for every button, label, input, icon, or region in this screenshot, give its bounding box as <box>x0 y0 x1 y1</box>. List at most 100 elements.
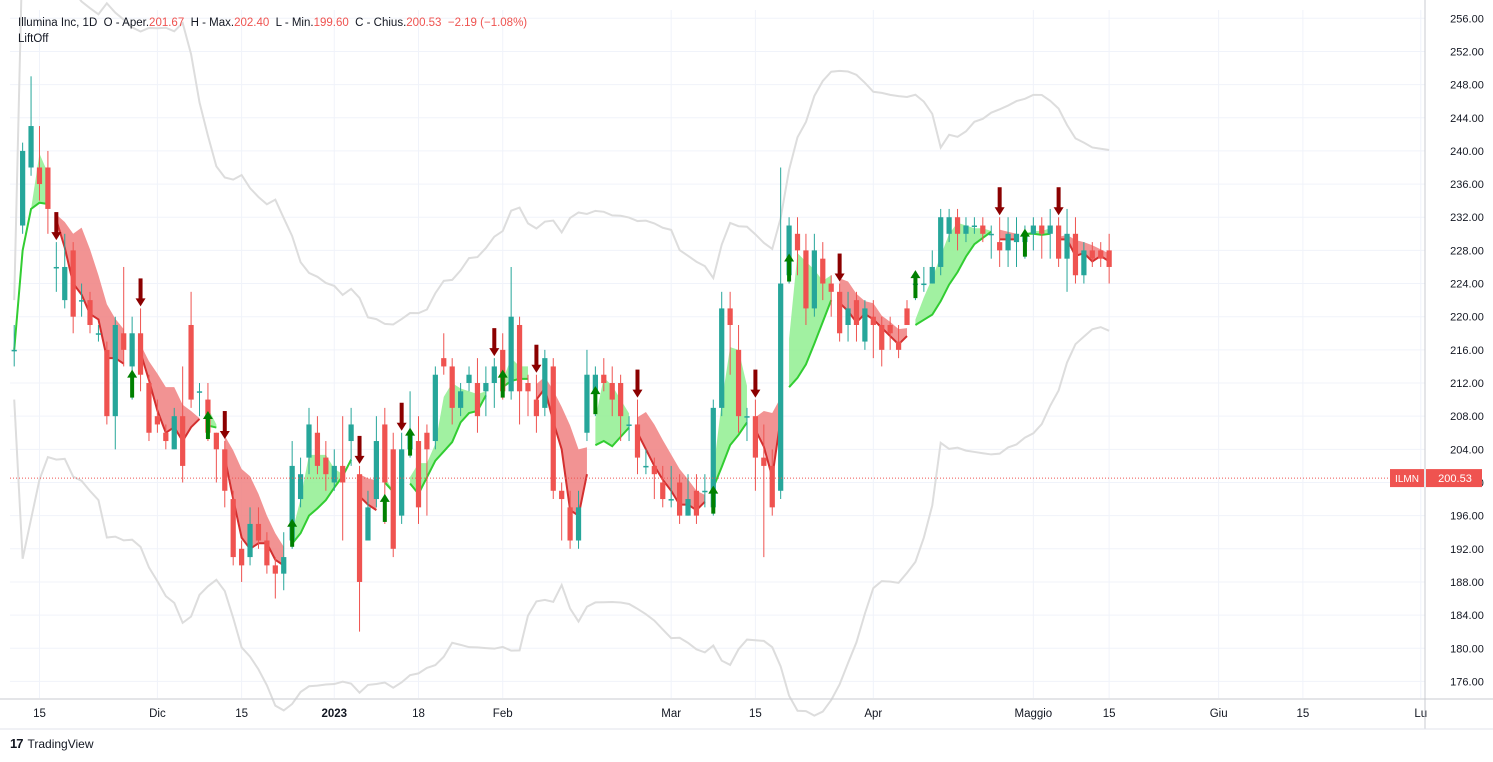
candle-body <box>710 407 716 508</box>
high-label: H - Max. <box>190 17 235 29</box>
candle-body <box>356 474 363 582</box>
candle-body <box>424 432 430 450</box>
candle-body <box>180 416 186 466</box>
candle-body <box>567 507 573 541</box>
candle-body <box>457 391 464 408</box>
candle-body <box>735 349 742 417</box>
price-tag-bg <box>1426 469 1482 488</box>
high-value: 202.40 <box>234 17 270 29</box>
candle-body <box>651 465 657 475</box>
candle-body <box>390 449 396 549</box>
sell-arrow-shaft <box>534 344 539 367</box>
bullish-line <box>13 201 49 350</box>
buy-arrow-head <box>910 270 921 279</box>
candle-body <box>213 432 219 450</box>
candle-body <box>483 383 489 392</box>
bullish-band <box>14 153 48 350</box>
y-tick-label: 184.00 <box>1450 610 1484 622</box>
candle-body <box>137 333 144 375</box>
y-tick-label: 224.00 <box>1450 279 1484 291</box>
candle-body <box>618 383 624 417</box>
candle-body <box>971 225 978 228</box>
candle-body <box>1047 225 1053 234</box>
upper-envelope-line <box>13 0 1110 326</box>
y-tick-label: 252.00 <box>1450 46 1484 58</box>
candle-body <box>1005 233 1011 251</box>
candle-body <box>988 233 994 236</box>
candle-body <box>264 540 270 566</box>
candle-body <box>1013 233 1020 243</box>
y-tick-label: 176.00 <box>1450 676 1484 688</box>
candle-body <box>744 416 750 418</box>
sell-arrow-head <box>135 298 146 307</box>
indicator-name[interactable]: LiftOff <box>18 33 49 45</box>
candle-body <box>685 499 691 516</box>
ticker-tag-bg <box>1390 469 1424 488</box>
candle-body <box>121 333 127 350</box>
candle-body <box>609 383 615 400</box>
buy-arrow-head <box>127 369 138 378</box>
buy-arrow-head <box>497 369 508 378</box>
candle-body <box>1072 233 1079 276</box>
candle-body <box>719 308 725 408</box>
candle-body <box>474 383 481 417</box>
candle-body <box>828 283 834 292</box>
y-tick-label: 180.00 <box>1450 643 1484 655</box>
candle-body <box>626 424 632 426</box>
x-tick-label: 15 <box>1103 708 1116 720</box>
candle-body <box>820 258 826 284</box>
bearish-band <box>224 435 284 566</box>
grid-lines <box>10 10 1425 698</box>
buy-arrow-head <box>405 427 416 436</box>
sell-arrow-shaft <box>54 212 59 235</box>
buy-arrow-head <box>708 485 719 494</box>
open-label: O - Aper. <box>103 17 150 29</box>
sell-arrow-head <box>994 207 1005 216</box>
bullish-band <box>410 383 486 494</box>
sell-arrow-shaft <box>138 278 143 301</box>
candle-body <box>239 548 245 566</box>
tradingview-brand[interactable]: 17 TradingView <box>10 736 94 751</box>
sell-arrow-shaft <box>492 328 497 351</box>
buy-arrow-head <box>1019 228 1030 237</box>
sell-arrow-head <box>354 455 365 464</box>
bearish-line <box>754 418 782 478</box>
sell-arrow-shaft <box>635 369 640 392</box>
candle-body <box>845 308 851 325</box>
buy-arrow-head <box>287 518 298 527</box>
candle-body <box>1064 233 1070 259</box>
y-tick-label: 208.00 <box>1450 411 1484 423</box>
candle-body <box>550 366 556 491</box>
candle-body <box>87 300 93 325</box>
candle-body <box>862 308 868 342</box>
buy-arrow-shaft <box>1022 234 1027 257</box>
candle-body <box>946 217 952 234</box>
candle-body <box>702 490 708 493</box>
candle-body <box>676 482 683 516</box>
candle-body <box>533 399 540 417</box>
candle-body <box>281 557 287 574</box>
candle-body <box>1098 250 1104 259</box>
buy-arrow-shaft <box>408 433 413 456</box>
sell-arrow-head <box>632 389 643 398</box>
candle-body <box>11 349 17 352</box>
x-tick-label: Lu <box>1414 708 1427 720</box>
y-tick-label: 216.00 <box>1450 345 1484 357</box>
sell-arrow-shaft <box>837 253 842 276</box>
axes: 256.00 252.00 248.00 244.00 240.00 236.00 232.… <box>0 0 1493 730</box>
candle-body <box>887 324 893 334</box>
candle-body <box>382 424 388 483</box>
x-tick-label: 15 <box>33 708 46 720</box>
candle-body <box>508 316 514 392</box>
candle-body <box>963 225 969 234</box>
bullish-band <box>915 222 992 325</box>
sell-arrow-head <box>531 364 542 373</box>
candle-body <box>45 167 51 209</box>
y-tick-label: 188.00 <box>1450 577 1484 589</box>
low-value: 199.60 <box>313 17 349 29</box>
candle-body <box>921 283 927 286</box>
signal-arrows <box>51 187 1064 547</box>
y-tick-label: 248.00 <box>1450 80 1484 92</box>
